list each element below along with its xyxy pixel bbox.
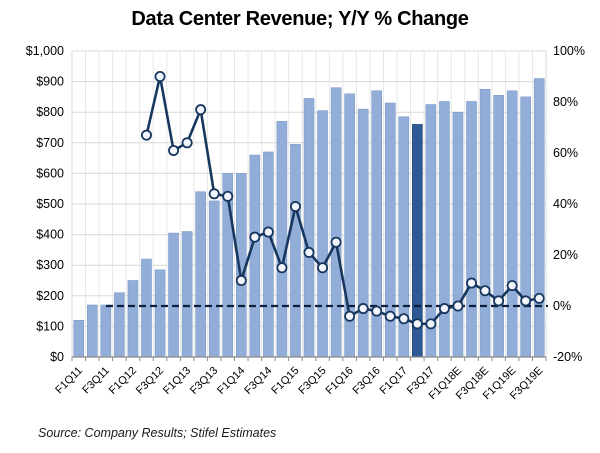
revenue-bar (452, 111, 464, 358)
revenue-bar (114, 292, 125, 358)
revenue-bar (181, 231, 193, 358)
revenue-bar (506, 90, 518, 358)
yoy-marker (235, 274, 247, 286)
revenue-bar (127, 280, 139, 358)
revenue-bar (195, 191, 206, 358)
yoy-marker (466, 277, 478, 289)
right-axis-label: 100% (553, 44, 585, 58)
yoy-marker (208, 188, 220, 200)
yoy-marker (425, 318, 437, 330)
yoy-marker (344, 310, 356, 322)
left-axis-label: $500 (36, 197, 64, 211)
revenue-bar (479, 88, 491, 358)
yoy-marker (222, 190, 234, 202)
x-tick-label: F3Q11 (80, 365, 112, 397)
left-axis-label: $600 (36, 166, 64, 180)
revenue-bar (303, 98, 315, 358)
yoy-marker (506, 280, 518, 292)
yoy-marker (249, 231, 261, 243)
right-axis-label: 40% (553, 197, 578, 211)
yoy-marker (181, 137, 193, 149)
left-axis-label: $700 (36, 136, 64, 150)
revenue-bar (520, 96, 531, 358)
yoy-marker (411, 318, 423, 330)
revenue-bar (493, 95, 504, 358)
revenue-bar (439, 101, 450, 358)
revenue-bar (317, 110, 328, 358)
yoy-marker (452, 300, 464, 312)
x-tick-label: F1Q13 (161, 365, 193, 397)
revenue-bar (263, 151, 274, 358)
yoy-marker (317, 262, 329, 274)
right-axis-label: 60% (553, 146, 578, 160)
revenue-bar (533, 78, 545, 358)
left-axis-label: $400 (36, 228, 64, 242)
yoy-marker (384, 310, 396, 322)
x-tick-label: F3Q15 (296, 365, 328, 397)
right-axis-label: -20% (553, 350, 582, 364)
x-tick-label: F1Q16 (323, 365, 355, 397)
revenue-bar (168, 232, 179, 358)
left-axis-label: $100 (36, 319, 64, 333)
revenue-bar (290, 144, 301, 358)
revenue-bar (276, 121, 288, 358)
revenue-bar (357, 108, 369, 358)
revenue-bar (100, 304, 112, 358)
revenue-bar (87, 304, 98, 358)
x-tick-label: F1Q17 (378, 365, 410, 397)
x-tick-label: F1Q15 (269, 365, 301, 397)
revenue-bar (208, 200, 220, 358)
revenue-bar (371, 90, 383, 358)
yoy-marker (289, 201, 301, 213)
x-tick-label: F3Q12 (134, 365, 166, 397)
x-tick-label: F3Q13 (188, 365, 220, 397)
revenue-bar (249, 154, 261, 358)
yoy-marker (330, 236, 342, 248)
yoy-marker (493, 295, 505, 307)
x-tick-label: F1Q11 (53, 365, 85, 397)
x-tick-label: F1Q12 (107, 365, 139, 397)
right-axis-label: 0% (553, 299, 571, 313)
x-tick-label: F3Q14 (242, 365, 274, 397)
chart-title: Data Center Revenue; Y/Y % Change (131, 8, 469, 30)
left-axis-label: $800 (36, 105, 64, 119)
left-axis-label: $0 (50, 350, 64, 364)
source-note: Source: Company Results; Stifel Estimate… (38, 426, 277, 440)
revenue-bar (330, 87, 342, 358)
yoy-marker (371, 305, 383, 317)
revenue-bar (73, 319, 85, 358)
yoy-marker (195, 104, 207, 116)
yoy-marker (262, 226, 274, 238)
yoy-marker (140, 129, 152, 141)
yoy-marker (154, 71, 166, 83)
x-tick-label: F1Q14 (215, 365, 247, 397)
yoy-marker (479, 285, 491, 297)
x-tick-label: F3Q16 (351, 365, 383, 397)
yoy-marker (398, 313, 410, 325)
yoy-marker (276, 262, 288, 274)
revenue-bar (466, 101, 477, 358)
left-axis-label: $900 (36, 75, 64, 89)
yoy-marker (533, 292, 545, 304)
right-axis-label: 20% (553, 248, 578, 262)
left-axis-label: $1,000 (26, 44, 64, 58)
revenue-bar (154, 269, 166, 358)
yoy-marker (357, 303, 369, 315)
right-axis-label: 80% (553, 95, 578, 109)
yoy-marker (520, 295, 532, 307)
left-axis-label: $300 (36, 258, 64, 272)
yoy-marker (303, 246, 315, 258)
left-axis-label: $200 (36, 289, 64, 303)
revenue-bar (141, 258, 152, 358)
yoy-marker (438, 303, 450, 315)
yoy-marker (168, 144, 180, 156)
